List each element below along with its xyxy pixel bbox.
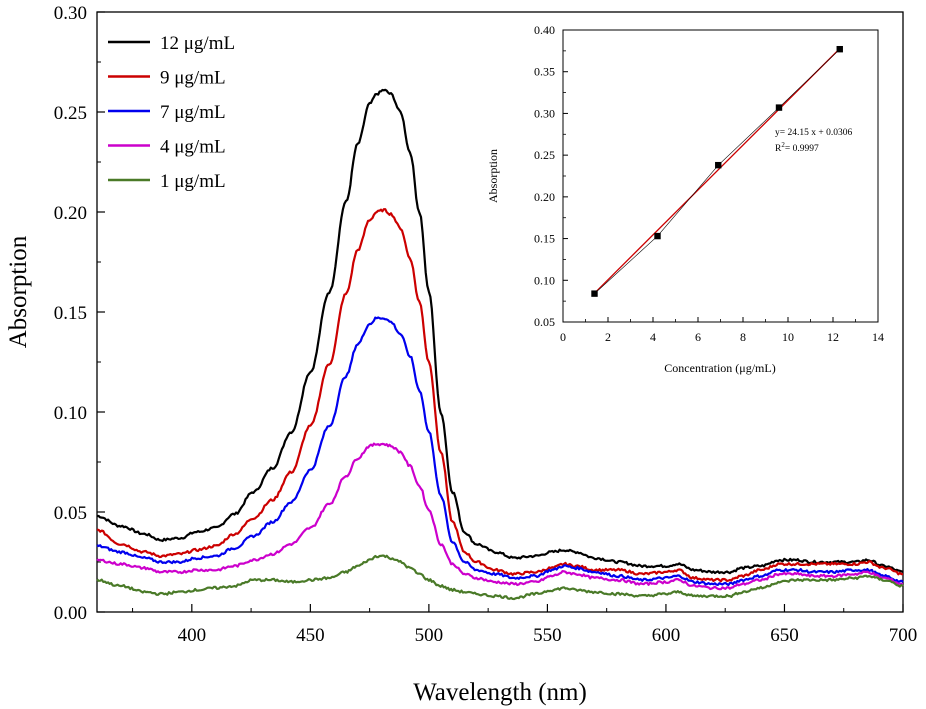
- legend-label: 1 μg/mL: [160, 171, 226, 192]
- inset-x-axis-title: Concentration (μg/mL): [664, 361, 775, 375]
- inset-series: [591, 45, 843, 297]
- y-tick-label: 0.00: [54, 603, 87, 624]
- inset-equation-label: y= 24.15 x + 0.0306: [775, 128, 852, 138]
- inset-data-point: [836, 45, 843, 53]
- inset-y-tick-label: 0.40: [534, 23, 555, 37]
- legend-label: 9 μg/mL: [160, 68, 226, 89]
- inset-r2-label: R2= 0.9997: [775, 141, 819, 154]
- inset-x-tick-label: 12: [827, 330, 839, 344]
- inset-y-tick-label: 0.35: [534, 65, 555, 79]
- inset-y-axis: 0.05 0.10 0.15 0.20 0.25 0.30 0.35 0.40: [534, 23, 568, 329]
- x-tick-label: 650: [770, 625, 799, 646]
- inset-x-tick-label: 0: [560, 330, 566, 344]
- y-tick-label: 0.25: [54, 103, 87, 124]
- series-line-0: [97, 88, 904, 575]
- y-tick-label: 0.05: [54, 503, 87, 524]
- inset-x-tick-label: 2: [605, 330, 611, 344]
- legend: 12 μg/mL 9 μg/mL 7 μg/mL 4 μg/mL 1 μg/mL: [108, 33, 235, 192]
- inset-plot-frame: [562, 29, 879, 323]
- x-tick-label: 500: [415, 625, 444, 646]
- series-line-3: [96, 442, 904, 591]
- inset-y-axis-title: Absorption: [486, 149, 500, 203]
- inset-y-tick-label: 0.15: [534, 232, 555, 246]
- inset-y-tick-label: 0.10: [534, 273, 555, 287]
- inset-x-tick-label: 6: [695, 330, 701, 344]
- inset-data-point: [654, 232, 661, 240]
- main-series-lines: [96, 88, 904, 601]
- x-tick-label: 450: [296, 625, 325, 646]
- legend-label: 12 μg/mL: [160, 33, 235, 54]
- y-tick-label: 0.10: [54, 403, 87, 424]
- x-tick-label: 550: [533, 625, 562, 646]
- inset-y-tick-label: 0.20: [534, 190, 555, 204]
- inset-plot: 0 2 4 6 8 10 12 14 0.05 0.10 0.15 0.20 0.25 0.30 0.35…: [486, 23, 884, 375]
- inset-fit-line: [594, 48, 841, 294]
- inset-data-point: [775, 104, 783, 111]
- series-line-4: [96, 554, 904, 601]
- main-y-axis-title: Absorption: [5, 235, 32, 348]
- inset-x-tick-label: 10: [782, 330, 794, 344]
- inset-y-tick-label: 0.30: [534, 106, 555, 120]
- legend-label: 4 μg/mL: [160, 137, 226, 158]
- main-x-axis: 400 450 500 550 600 650 700: [132, 604, 918, 646]
- inset-x-tick-label: 8: [740, 330, 746, 344]
- main-x-axis-title: Wavelength (nm): [413, 679, 587, 706]
- legend-label: 7 μg/mL: [160, 102, 226, 123]
- inset-x-tick-label: 14: [872, 330, 884, 344]
- main-plot: 400 450 500 550 600 650 700 0.000.050.100.150.…: [5, 3, 917, 706]
- inset-y-tick-label: 0.25: [534, 148, 555, 162]
- inset-x-axis: 0 2 4 6 8 10 12 14: [560, 317, 884, 344]
- y-tick-label: 0.30: [54, 3, 87, 24]
- series-line-1: [96, 208, 904, 583]
- inset-r2-superscript: 2: [781, 141, 785, 149]
- inset-y-tick-label: 0.05: [534, 315, 555, 329]
- inset-r2-prefix: R: [775, 144, 782, 154]
- x-tick-label: 400: [178, 625, 207, 646]
- inset-data-point: [715, 161, 722, 169]
- inset-r2-value: = 0.9997: [785, 144, 819, 154]
- inset-data-point: [591, 290, 598, 297]
- main-y-axis: 0.00 0.05 0.10 0.15 0.20 0.25 0.30: [54, 3, 105, 624]
- x-tick-label: 700: [889, 625, 918, 646]
- inset-x-tick-label: 4: [650, 330, 656, 344]
- series-line-2: [96, 316, 904, 587]
- y-tick-label: 0.20: [54, 203, 87, 224]
- x-tick-label: 600: [652, 625, 681, 646]
- y-tick-label: 0.15: [54, 303, 87, 324]
